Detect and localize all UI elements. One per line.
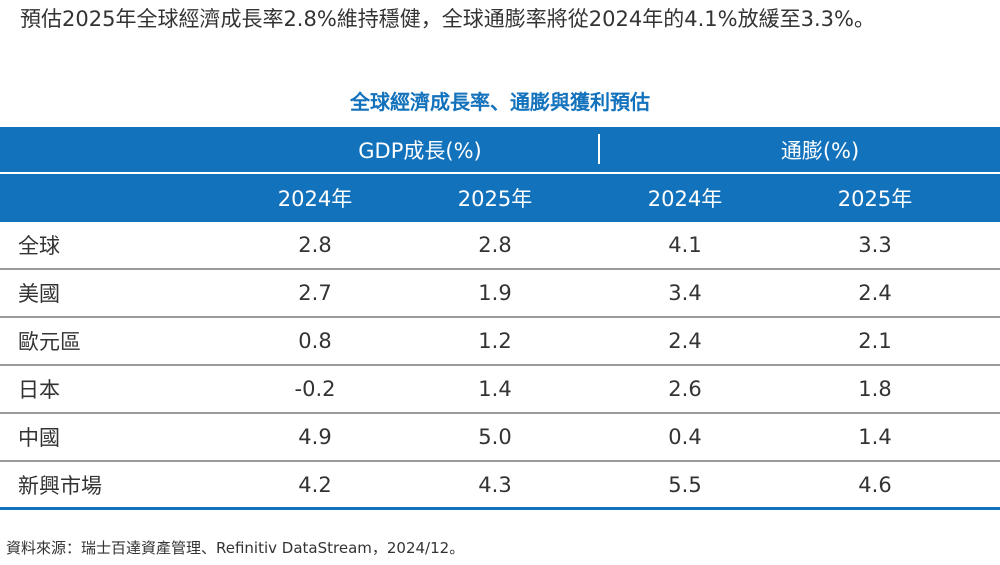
year-header-row: 2024年 2025年 2024年 2025年 — [0, 174, 1000, 222]
table-row: 新興市場 4.2 4.3 5.5 4.6 — [0, 462, 1000, 510]
table-cell: -0.2 — [294, 377, 336, 401]
table-title: 全球經濟成長率、通膨與獲利預估 — [350, 90, 650, 114]
table-cell: 2.4 — [858, 281, 892, 305]
year-header-gdp-2024: 2024年 — [277, 187, 353, 211]
table-cell: 3.4 — [668, 281, 702, 305]
table-cell: 2.6 — [668, 377, 702, 401]
intro-paragraph: 預估2025年全球經濟成長率2.8%維持穩健，全球通膨率將從2024年的4.1%… — [20, 7, 875, 31]
table-cell: 5.5 — [668, 473, 702, 497]
table-cell: 2.8 — [298, 233, 332, 257]
table-cell: 4.2 — [298, 473, 332, 497]
year-header-inflation-2025: 2025年 — [837, 187, 913, 211]
year-header-inflation-2024: 2024年 — [647, 187, 723, 211]
table-cell: 4.9 — [298, 425, 332, 449]
table-cell: 1.2 — [478, 329, 512, 353]
table-cell: 2.1 — [858, 329, 892, 353]
table-cell: 2.8 — [478, 233, 512, 257]
region-label: 歐元區 — [18, 330, 81, 354]
region-label: 新興市場 — [18, 474, 102, 498]
table-cell: 1.8 — [858, 377, 892, 401]
gdp-group-header: GDP成長(%) — [358, 138, 482, 163]
table-cell: 4.6 — [858, 473, 892, 497]
region-label: 日本 — [18, 378, 60, 402]
table-cell: 0.8 — [298, 329, 332, 353]
table-cell: 2.7 — [298, 281, 332, 305]
region-label: 全球 — [18, 234, 60, 258]
region-label: 中國 — [18, 426, 60, 450]
table-cell: 5.0 — [478, 425, 512, 449]
table-row: 美國 2.7 1.9 3.4 2.4 — [0, 270, 1000, 318]
table-row: 歐元區 0.8 1.2 2.4 2.1 — [0, 318, 1000, 366]
table-row: 全球 2.8 2.8 4.1 3.3 — [0, 222, 1000, 270]
source-note: 資料來源：瑞士百達資產管理、Refinitiv DataStream，2024/… — [6, 539, 465, 557]
table-cell: 3.3 — [858, 233, 892, 257]
table-cell: 1.4 — [478, 377, 512, 401]
table-cell: 4.1 — [668, 233, 702, 257]
table-cell: 2.4 — [668, 329, 702, 353]
table-cell: 0.4 — [668, 425, 702, 449]
group-header-row: GDP成長(%) 通膨(%) — [0, 127, 1000, 172]
header-divider — [598, 134, 600, 164]
year-header-gdp-2025: 2025年 — [457, 187, 533, 211]
table-row: 日本 -0.2 1.4 2.6 1.8 — [0, 366, 1000, 414]
table-cell: 1.4 — [858, 425, 892, 449]
table-cell: 4.3 — [478, 473, 512, 497]
table-row: 中國 4.9 5.0 0.4 1.4 — [0, 414, 1000, 462]
inflation-group-header: 通膨(%) — [780, 138, 860, 163]
table-cell: 1.9 — [478, 281, 512, 305]
region-label: 美國 — [18, 282, 60, 306]
